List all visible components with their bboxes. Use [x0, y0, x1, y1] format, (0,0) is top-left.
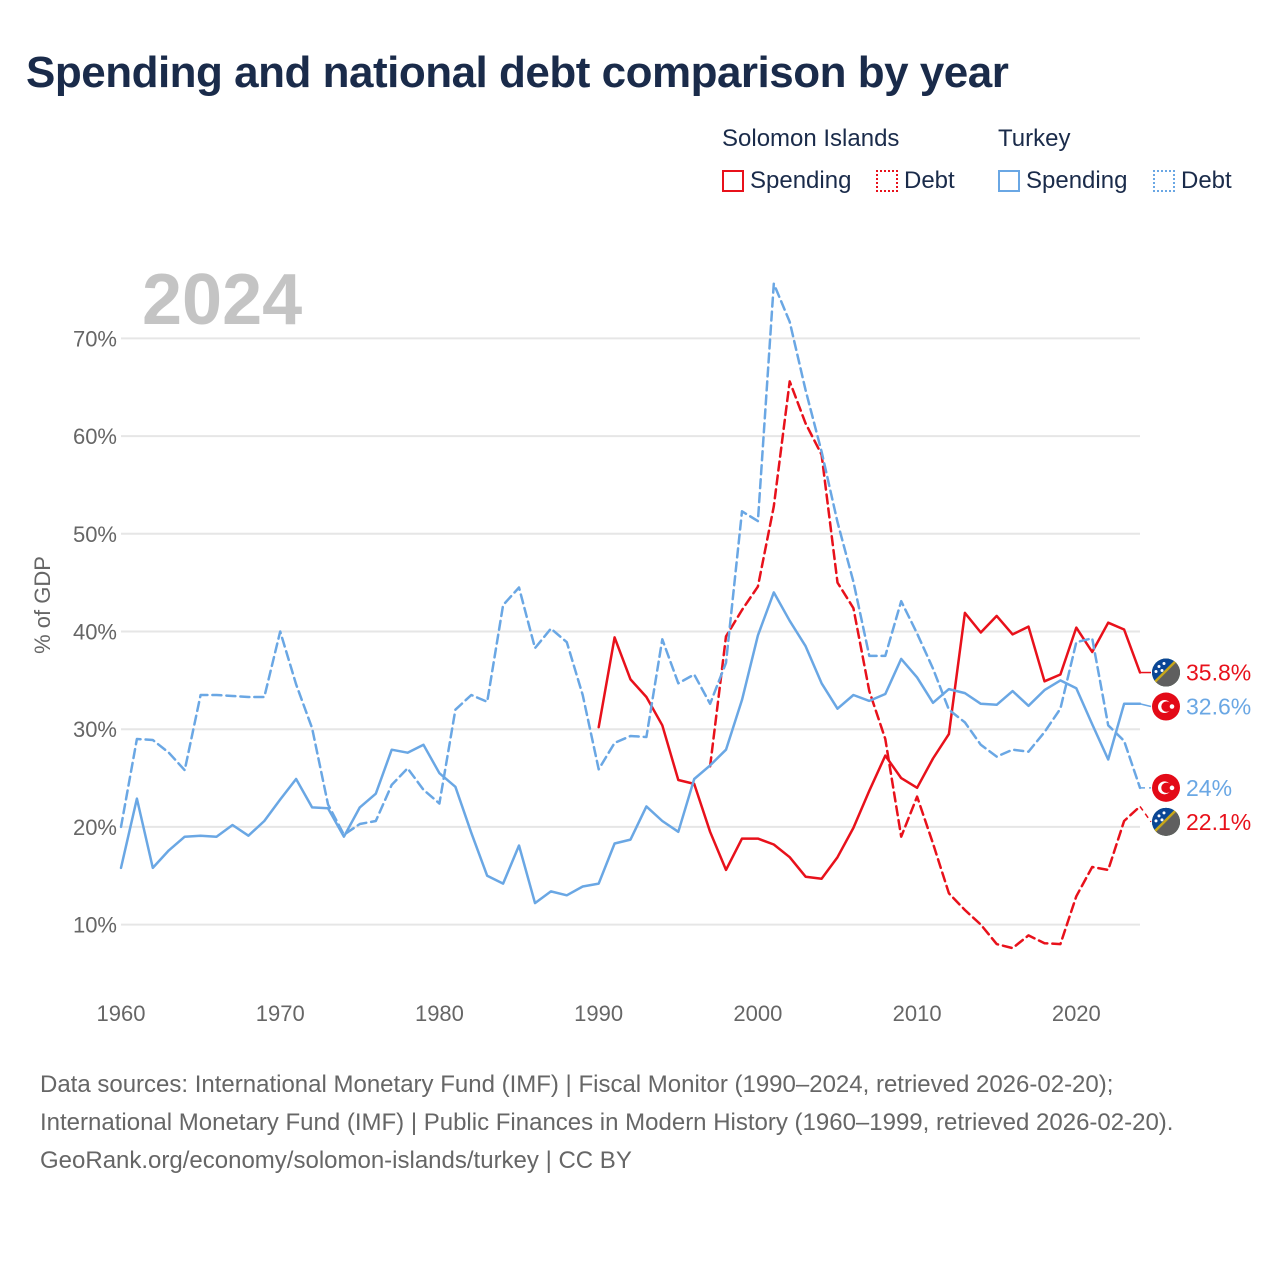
turkey-flag-icon [1152, 773, 1180, 802]
x-tick-label: 2000 [733, 1001, 782, 1026]
series-line-solomon-islands-debt[interactable] [708, 380, 1142, 950]
legend-group-solomon-islands: Solomon Islands [722, 125, 900, 152]
line-chart: 2024 % of GDP 10% 20% 30% 40% 50% 60% 70% 1960 1… [30, 260, 1251, 1026]
solid-line-swatch-icon [722, 170, 744, 192]
y-tick-label: 50% [73, 522, 117, 547]
x-tick-label: 1970 [256, 1001, 305, 1026]
solomon-islands-flag-icon [1152, 807, 1180, 836]
y-tick-label: 20% [73, 815, 117, 840]
data-sources-text: Data sources: International Monetary Fun… [40, 1071, 1174, 1136]
legend-item-solomon-spending[interactable]: Spending [722, 167, 851, 195]
legend-item-label: Spending [750, 167, 852, 194]
y-tick-label: 10% [73, 913, 117, 938]
solid-line-swatch-icon [998, 170, 1020, 192]
x-tick-label: 1980 [415, 1001, 464, 1026]
y-tick-label: 40% [73, 620, 117, 645]
legend-item-turkey-spending[interactable]: Spending [998, 167, 1127, 195]
x-tick-label: 2020 [1052, 1001, 1101, 1026]
series-line-turkey-spending[interactable] [119, 591, 1142, 905]
year-watermark: 2024 [142, 260, 302, 340]
legend-item-solomon-debt[interactable]: Debt [876, 167, 955, 195]
end-value-label: 22.1% [1186, 809, 1251, 835]
solomon-islands-flag-icon [1152, 658, 1180, 687]
x-tick-label: 1960 [97, 1001, 146, 1026]
legend-item-label: Spending [1026, 167, 1128, 194]
dotted-line-swatch-icon [876, 170, 898, 192]
legend-item-label: Debt [904, 167, 955, 194]
x-tick-label: 2010 [893, 1001, 942, 1026]
footer: Data sources: International Monetary Fun… [40, 1066, 1240, 1180]
series-line-turkey-debt[interactable] [119, 282, 1142, 836]
x-tick-label: 1990 [574, 1001, 623, 1026]
y-axis-label: % of GDP [30, 556, 55, 654]
end-value-label: 35.8% [1186, 660, 1251, 686]
y-tick-label: 30% [73, 717, 117, 742]
end-connector [1139, 805, 1152, 823]
end-value-label: 24% [1186, 775, 1232, 801]
legend-group-turkey: Turkey [998, 125, 1071, 152]
series-line-solomon-islands-spending[interactable] [597, 611, 1142, 880]
credit-link[interactable]: GeoRank.org/economy/solomon-islands/turk… [40, 1147, 632, 1174]
dotted-line-swatch-icon [1153, 170, 1175, 192]
legend-item-turkey-debt[interactable]: Debt [1153, 167, 1232, 195]
legend-item-label: Debt [1181, 167, 1232, 194]
y-tick-label: 70% [73, 326, 117, 351]
turkey-flag-icon [1152, 692, 1180, 721]
end-connector [1139, 703, 1152, 708]
chart-title: Spending and national debt comparison by… [26, 48, 1009, 97]
y-tick-label: 60% [73, 424, 117, 449]
end-value-label: 32.6% [1186, 694, 1251, 720]
